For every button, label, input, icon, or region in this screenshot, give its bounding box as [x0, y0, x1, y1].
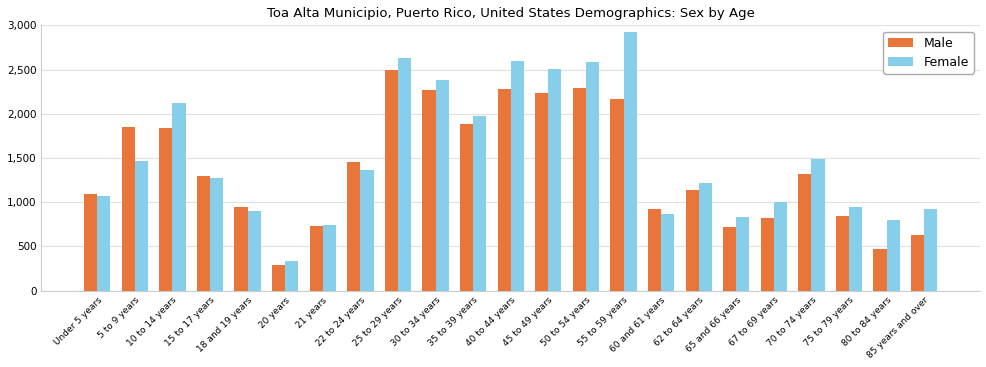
Legend: Male, Female: Male, Female: [882, 32, 973, 74]
Title: Toa Alta Municipio, Puerto Rico, United States Demographics: Sex by Age: Toa Alta Municipio, Puerto Rico, United …: [266, 7, 754, 20]
Bar: [848, 207, 862, 291]
Bar: [135, 161, 148, 291]
Bar: [360, 170, 373, 291]
Bar: [760, 218, 773, 291]
Bar: [173, 103, 185, 291]
Bar: [98, 196, 110, 291]
Bar: [736, 217, 748, 291]
Bar: [422, 90, 435, 291]
Bar: [159, 128, 173, 291]
Bar: [459, 124, 472, 291]
Bar: [586, 62, 599, 291]
Bar: [121, 127, 135, 291]
Bar: [322, 225, 335, 291]
Bar: [810, 159, 823, 291]
Bar: [510, 61, 524, 291]
Bar: [923, 209, 937, 291]
Bar: [910, 235, 923, 291]
Bar: [873, 249, 885, 291]
Bar: [572, 88, 586, 291]
Bar: [235, 207, 247, 291]
Bar: [247, 211, 260, 291]
Bar: [698, 183, 711, 291]
Bar: [84, 194, 98, 291]
Bar: [210, 178, 223, 291]
Bar: [647, 209, 661, 291]
Bar: [397, 58, 411, 291]
Bar: [798, 174, 810, 291]
Bar: [497, 89, 510, 291]
Bar: [885, 220, 899, 291]
Bar: [435, 80, 449, 291]
Bar: [385, 70, 397, 291]
Bar: [272, 265, 285, 291]
Bar: [347, 163, 360, 291]
Bar: [534, 93, 548, 291]
Bar: [196, 176, 210, 291]
Bar: [661, 214, 673, 291]
Bar: [285, 261, 298, 291]
Bar: [472, 116, 486, 291]
Bar: [310, 226, 322, 291]
Bar: [548, 69, 561, 291]
Bar: [685, 190, 698, 291]
Bar: [773, 202, 786, 291]
Bar: [723, 227, 736, 291]
Bar: [623, 32, 636, 291]
Bar: [609, 99, 623, 291]
Bar: [835, 217, 848, 291]
